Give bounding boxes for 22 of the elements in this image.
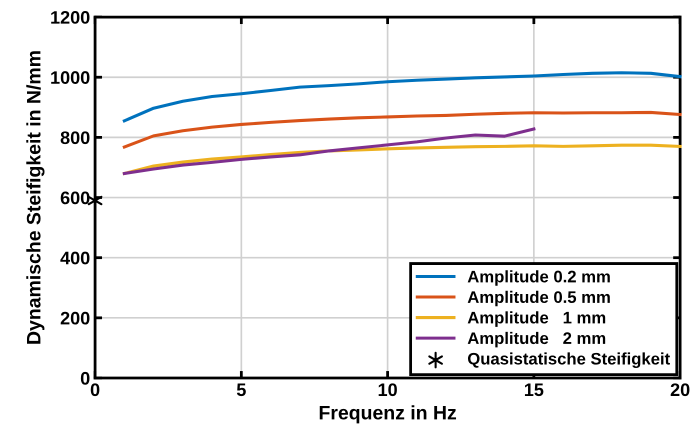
x-tick-label: 10 [378,383,397,396]
legend-label: Amplitude 0.5 mm [468,290,610,306]
y-tick-label: 1200 [51,11,90,24]
legend-label: Amplitude 1 mm [468,311,606,327]
y-tick-label: 600 [60,191,90,204]
line-series [122,127,536,176]
x-tick-label: 20 [670,383,690,396]
y-tick-label: 0 [80,372,90,385]
line-series [122,71,682,122]
y-tick-label: 800 [60,131,90,144]
x-tick-label: 5 [236,384,246,396]
y-tick-label: 200 [60,312,90,325]
legend-label: Quasistatische Steifigkeit [468,352,670,368]
y-tick-label: 1000 [51,71,90,84]
legend-label: Amplitude 2 mm [468,332,606,348]
x-tick-label: 15 [524,384,544,396]
line-series [122,110,682,149]
x-axis-title: Frequenz in Hz [320,405,456,424]
x-tick-label: 0 [90,383,100,396]
y-tick-label: 400 [60,252,90,264]
y-axis-title: Dynamische Steifigkeit in N/mm [26,51,44,344]
legend-label: Amplitude 0.2 mm [468,270,610,286]
